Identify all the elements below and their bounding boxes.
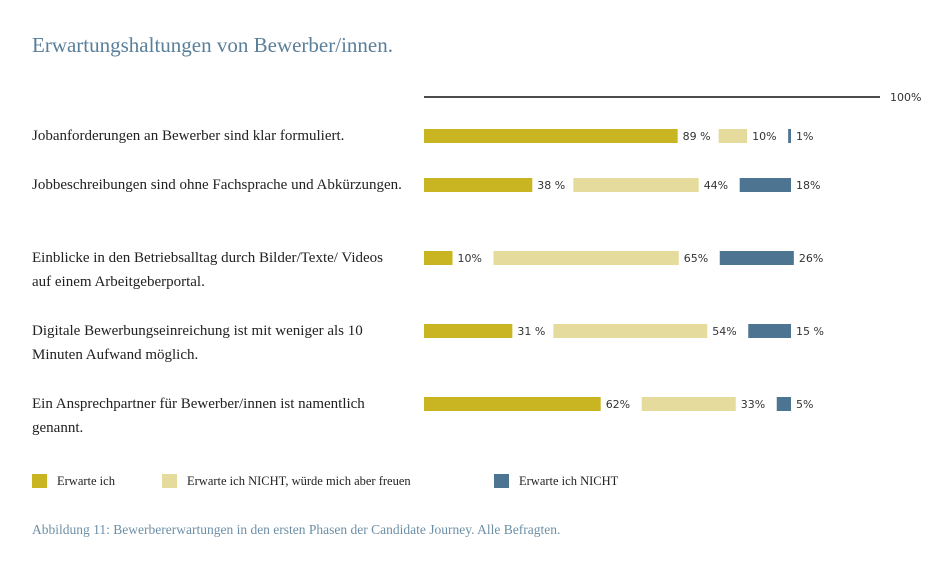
category-label: Ein Ansprechpartner für Bewerber/innen i… xyxy=(32,396,365,436)
category-label: Jobanforderungen an Bewerber sind klar f… xyxy=(32,128,345,144)
value-label: 38 % xyxy=(537,179,565,192)
value-label: 89 % xyxy=(683,130,711,143)
legend-swatch xyxy=(32,474,47,488)
value-label: 26% xyxy=(799,252,823,265)
legend-label: Erwarte ich NICHT, würde mich aber freue… xyxy=(187,474,411,488)
value-label: 33% xyxy=(741,398,765,411)
bar-segment xyxy=(748,324,791,338)
value-label: 18% xyxy=(796,179,820,192)
category-label: Jobbeschreibungen sind ohne Fachsprache … xyxy=(32,177,402,193)
bar-segment xyxy=(718,129,748,143)
value-label: 44% xyxy=(704,179,728,192)
legend-label: Erwarte ich xyxy=(57,474,115,488)
legend-swatch xyxy=(162,474,177,488)
bar-segment xyxy=(776,397,791,411)
value-label: 54% xyxy=(712,325,736,338)
value-label: 10% xyxy=(458,252,482,265)
category-label: Einblicke in den Betriebsalltag durch Bi… xyxy=(32,250,384,290)
bar-segment xyxy=(641,397,736,411)
bar-segment xyxy=(424,178,533,192)
value-label: 65% xyxy=(684,252,708,265)
bar-segment xyxy=(424,324,513,338)
chart-title: Erwartungshaltungen von Bewerber/innen. xyxy=(32,33,393,57)
bar-segment xyxy=(719,251,794,265)
bar-segment xyxy=(553,324,708,338)
scale-label: 100% xyxy=(890,91,921,104)
bar-segment xyxy=(573,178,699,192)
value-label: 5% xyxy=(796,398,813,411)
value-label: 1% xyxy=(796,130,813,143)
bar-segment xyxy=(424,129,678,143)
legend-swatch xyxy=(494,474,509,488)
value-label: 31 % xyxy=(517,325,545,338)
value-label: 62% xyxy=(606,398,630,411)
caption: Abbildung 11: Bewerbererwartungen in den… xyxy=(32,522,561,537)
bar-segment xyxy=(739,178,791,192)
legend-label: Erwarte ich NICHT xyxy=(519,474,619,488)
value-label: 15 % xyxy=(796,325,824,338)
bar-segment xyxy=(424,397,601,411)
value-label: 10% xyxy=(752,130,776,143)
category-label: Digitale Bewerbungseinreichung ist mit w… xyxy=(32,323,363,363)
bar-segment xyxy=(788,129,791,143)
bar-segment xyxy=(424,251,453,265)
bar-segment xyxy=(493,251,679,265)
